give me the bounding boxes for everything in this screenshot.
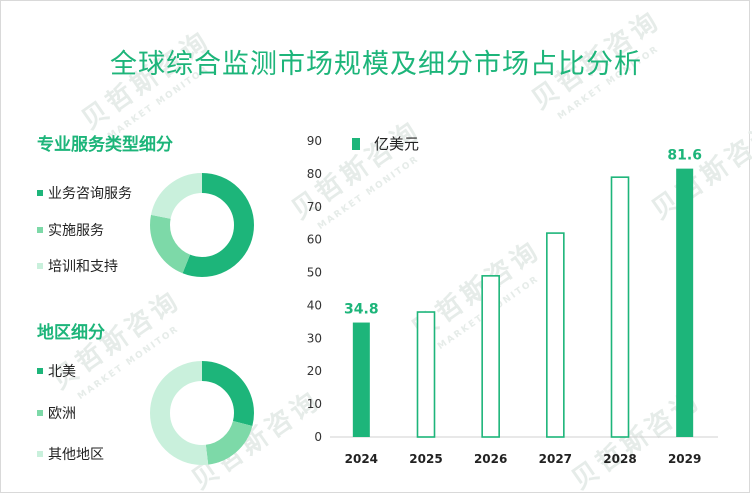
y-tick-label: 10 bbox=[307, 397, 322, 411]
legend-square-icon bbox=[37, 227, 43, 233]
market-size-bar-chart: 0 10 20 30 40 50 60 70 80 90 2024 34.8 2025 2026 2027 2… bbox=[307, 134, 718, 466]
legend-label: 北美 bbox=[48, 364, 76, 380]
legend-square-icon bbox=[37, 190, 43, 196]
data-label-2029: 81.6 bbox=[667, 148, 702, 164]
region-donut-slice-2 bbox=[150, 361, 254, 465]
legend-label: 其他地区 bbox=[48, 447, 104, 463]
region-legend-item: 北美 bbox=[37, 361, 76, 381]
legend-square-icon bbox=[37, 263, 43, 269]
legend-label: 实施服务 bbox=[48, 223, 104, 239]
x-tick-label: 2024 bbox=[345, 452, 378, 466]
bar-2029 bbox=[676, 168, 694, 438]
y-tick-label: 20 bbox=[307, 364, 322, 378]
y-tick-label: 50 bbox=[307, 266, 322, 280]
page-title: 全球综合监测市场规模及细分市场占比分析 bbox=[110, 49, 642, 80]
region-section-title: 地区细分 bbox=[37, 323, 105, 343]
y-tick-label: 30 bbox=[307, 331, 322, 345]
y-tick-label: 40 bbox=[307, 298, 322, 312]
legend-swatch bbox=[352, 138, 360, 150]
legend-label: 亿美元 bbox=[374, 135, 419, 153]
y-tick-label: 90 bbox=[307, 134, 322, 148]
bar-2028 bbox=[610, 176, 630, 438]
y-tick-label: 0 bbox=[314, 430, 322, 444]
service-legend-item: 业务咨询服务 bbox=[37, 183, 132, 203]
region-legend-item: 其他地区 bbox=[37, 444, 104, 464]
service-section-title: 专业服务类型细分 bbox=[37, 135, 173, 155]
legend-square-icon bbox=[37, 410, 43, 416]
region-legend-item: 欧洲 bbox=[37, 403, 76, 423]
bar-2024 bbox=[352, 322, 370, 437]
service-donut-chart bbox=[150, 173, 254, 277]
bar-2026 bbox=[481, 275, 500, 438]
service-donut-slice-2 bbox=[150, 173, 254, 277]
legend-label: 欧洲 bbox=[48, 406, 76, 422]
x-tick-label: 2028 bbox=[603, 452, 636, 466]
y-tick-label: 60 bbox=[307, 233, 322, 247]
data-label-2024: 34.8 bbox=[344, 302, 379, 318]
legend-label: 业务咨询服务 bbox=[48, 186, 132, 202]
legend-square-icon bbox=[37, 451, 43, 457]
region-donut-chart bbox=[150, 361, 254, 465]
bar-2025 bbox=[416, 311, 436, 438]
legend-square-icon bbox=[37, 368, 43, 374]
x-tick-label: 2029 bbox=[668, 452, 701, 466]
service-legend-item: 实施服务 bbox=[37, 220, 104, 240]
x-tick-label: 2026 bbox=[474, 452, 507, 466]
legend-label: 培训和支持 bbox=[48, 259, 118, 275]
x-tick-label: 2025 bbox=[409, 452, 442, 466]
bar-2027 bbox=[546, 232, 565, 438]
x-tick-label: 2027 bbox=[539, 452, 572, 466]
service-legend-item: 培训和支持 bbox=[37, 256, 118, 276]
y-tick-label: 80 bbox=[307, 167, 322, 181]
y-tick-label: 70 bbox=[307, 200, 322, 214]
service-donut-slice-1 bbox=[150, 173, 254, 277]
